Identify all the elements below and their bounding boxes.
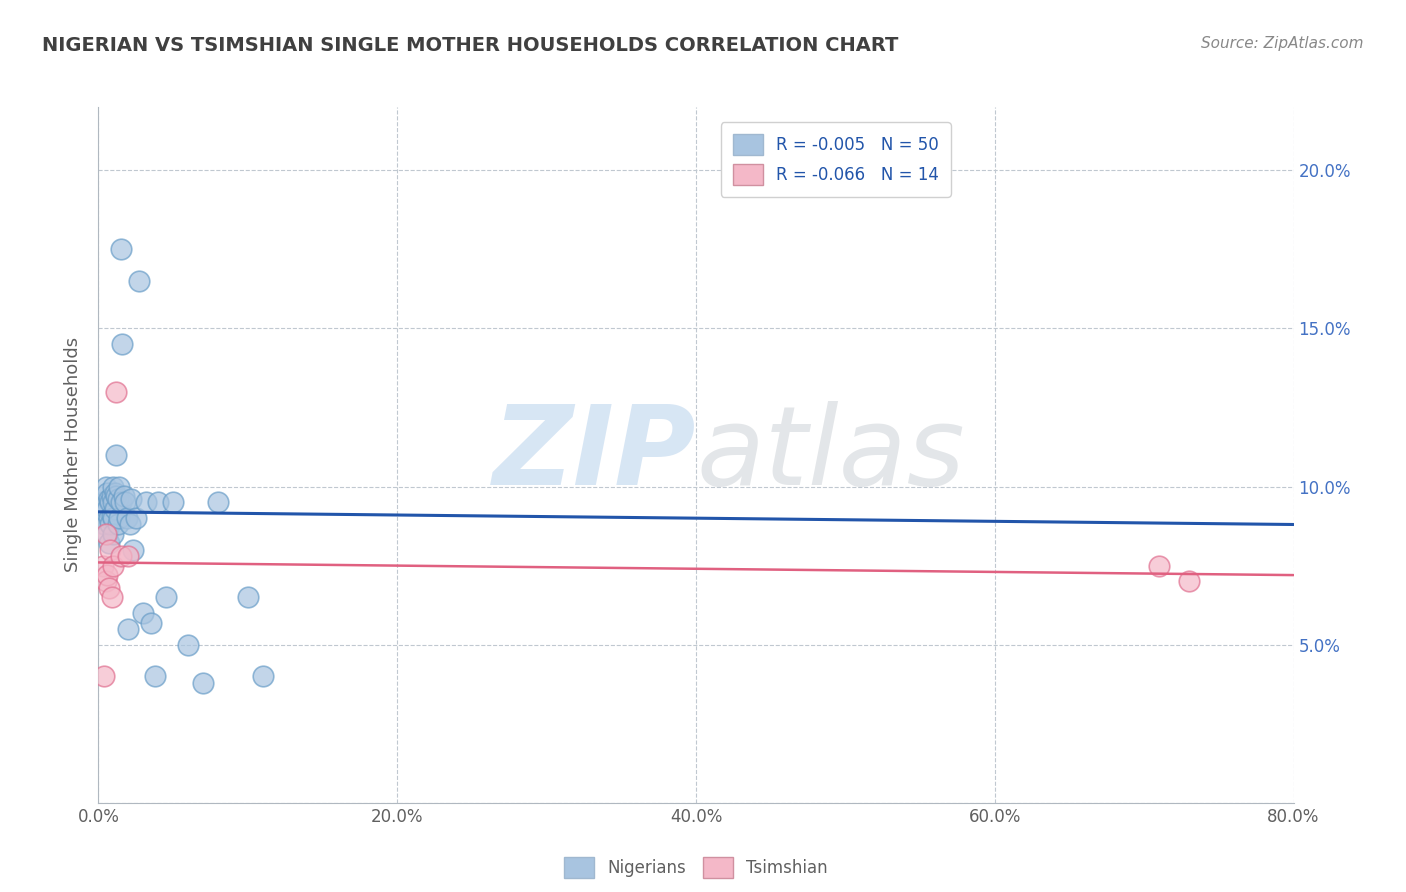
Text: ZIP: ZIP <box>492 401 696 508</box>
Point <box>252 669 274 683</box>
Point <box>103 558 125 573</box>
Point <box>103 527 125 541</box>
Point <box>100 542 122 557</box>
Point <box>97 581 120 595</box>
Point <box>105 448 128 462</box>
Point <box>110 495 132 509</box>
Point <box>105 489 128 503</box>
Point <box>103 495 125 509</box>
Point <box>100 495 122 509</box>
Point <box>148 495 170 509</box>
Point <box>103 511 125 525</box>
Point <box>110 243 132 257</box>
Point <box>111 337 134 351</box>
Point <box>120 492 142 507</box>
Point <box>114 495 136 509</box>
Point <box>91 558 114 573</box>
Point <box>110 549 132 563</box>
Point <box>207 495 229 509</box>
Text: NIGERIAN VS TSIMSHIAN SINGLE MOTHER HOUSEHOLDS CORRELATION CHART: NIGERIAN VS TSIMSHIAN SINGLE MOTHER HOUS… <box>42 36 898 54</box>
Text: atlas: atlas <box>696 401 965 508</box>
Point <box>107 517 129 532</box>
Point <box>128 274 150 288</box>
Point <box>155 591 177 605</box>
Point <box>101 489 124 503</box>
Point <box>103 479 125 493</box>
Point <box>191 675 214 690</box>
Point <box>177 638 200 652</box>
Point <box>97 492 120 507</box>
Point <box>93 669 115 683</box>
Text: Source: ZipAtlas.com: Source: ZipAtlas.com <box>1201 36 1364 51</box>
Point <box>1147 558 1170 573</box>
Point <box>94 527 117 541</box>
Point <box>104 486 127 500</box>
Point <box>104 501 127 516</box>
Point <box>101 508 124 522</box>
Point <box>108 479 131 493</box>
Point <box>107 492 129 507</box>
Point <box>143 669 166 683</box>
Point <box>132 606 155 620</box>
Point <box>1178 574 1201 589</box>
Point <box>94 505 117 519</box>
Point <box>96 486 118 500</box>
Point <box>139 615 162 630</box>
Point <box>101 591 124 605</box>
Point <box>118 517 141 532</box>
Point <box>105 384 128 399</box>
Point <box>115 511 138 525</box>
Point <box>91 495 114 509</box>
Point <box>112 489 135 503</box>
Y-axis label: Single Mother Households: Single Mother Households <box>65 337 83 573</box>
Point <box>94 574 117 589</box>
Point <box>96 501 118 516</box>
Point <box>117 622 139 636</box>
Point <box>125 511 148 525</box>
Point <box>93 517 115 532</box>
Point <box>97 536 120 550</box>
Point <box>121 542 143 557</box>
Point <box>236 591 259 605</box>
Point <box>94 479 117 493</box>
Point <box>162 495 184 509</box>
Legend: Nigerians, Tsimshian: Nigerians, Tsimshian <box>557 850 835 885</box>
Point <box>97 511 120 525</box>
Point <box>135 495 157 509</box>
Point <box>100 517 122 532</box>
Point <box>96 527 118 541</box>
Point <box>117 549 139 563</box>
Point <box>108 511 131 525</box>
Point <box>96 568 118 582</box>
